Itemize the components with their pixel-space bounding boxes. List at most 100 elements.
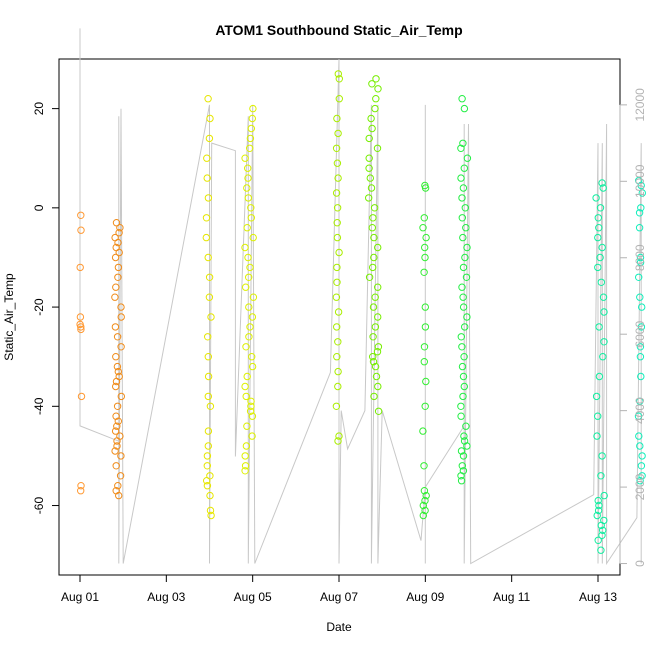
data-point (422, 491, 430, 500)
data-point (457, 472, 465, 480)
data-point (592, 392, 601, 401)
y2-tick-label: 10000 (633, 164, 647, 198)
data-point (113, 333, 122, 341)
data-point (334, 338, 342, 346)
data-point (599, 293, 608, 301)
data-point (204, 95, 212, 103)
data-point (77, 392, 86, 401)
data-point (459, 372, 468, 381)
data-point (594, 233, 602, 242)
chart-title: ATOM1 Southbound Static_Air_Temp (215, 22, 462, 38)
series-aug-13 (634, 176, 646, 485)
data-point (334, 382, 342, 391)
data-point (334, 308, 343, 316)
data-point (332, 189, 341, 197)
data-point (370, 392, 378, 401)
data-point (369, 263, 377, 272)
data-point (241, 382, 249, 391)
data-point (242, 343, 250, 351)
data-point (463, 154, 472, 162)
data-point (598, 243, 606, 252)
data-point (372, 95, 380, 103)
data-point (419, 501, 427, 510)
data-point (463, 442, 471, 450)
data-point (249, 104, 257, 113)
data-point (113, 402, 122, 410)
data-point (374, 85, 382, 93)
data-point (457, 144, 465, 153)
data-point (367, 184, 376, 192)
data-point (459, 233, 467, 242)
data-point (458, 95, 466, 103)
data-point (246, 144, 254, 153)
data-point (600, 338, 608, 346)
data-point (114, 238, 122, 247)
data-point (457, 174, 465, 182)
data-point (422, 233, 430, 242)
y2-tick-label: 4000 (633, 397, 647, 424)
data-point (244, 174, 252, 182)
data-point (204, 253, 212, 262)
data-point (594, 263, 602, 272)
data-point (335, 248, 343, 257)
data-point (249, 293, 258, 301)
y-axis: 20 0 -20 -40 -60 (32, 102, 60, 514)
data-point (600, 491, 608, 500)
data-point (374, 382, 382, 391)
data-point (205, 273, 214, 281)
data-point (600, 308, 608, 316)
data-point (365, 194, 373, 202)
data-point (203, 154, 211, 162)
data-point (420, 358, 428, 366)
data-point (333, 204, 342, 212)
data-point (596, 204, 605, 212)
y-axis-label: Static_Air_Temp (2, 273, 16, 361)
data-point (334, 70, 342, 78)
data-point (112, 382, 120, 391)
data-point (114, 273, 122, 281)
data-point (248, 353, 256, 361)
y-tick-label: 20 (32, 102, 46, 116)
series-aug-08 (419, 181, 430, 520)
x-tick-label: Aug 05 (234, 590, 272, 604)
data-point (241, 467, 249, 475)
data-point (419, 511, 427, 520)
y2-tick-label: 6000 (633, 321, 647, 348)
data-point (461, 323, 469, 331)
data-point (636, 353, 645, 361)
data-point (335, 95, 343, 103)
data-point (77, 226, 85, 234)
data-point (372, 75, 380, 83)
series-aug-06b (365, 75, 383, 415)
data-point (420, 487, 429, 495)
data-point (371, 323, 380, 331)
data-point (204, 372, 213, 381)
data-point (244, 164, 252, 172)
data-point (248, 114, 257, 123)
data-point (333, 159, 342, 167)
data-point (204, 194, 213, 202)
data-point (597, 546, 605, 554)
data-point (595, 372, 604, 381)
data-point (117, 452, 125, 460)
data-point (206, 114, 214, 123)
data-point (112, 412, 120, 420)
data-point (459, 392, 467, 401)
data-point (368, 224, 376, 232)
data-point (367, 114, 375, 123)
data-point (247, 124, 256, 133)
data-point (420, 214, 428, 222)
data-point (460, 382, 468, 391)
data-point (458, 214, 466, 222)
data-point (333, 353, 341, 361)
data-point (205, 293, 214, 301)
data-point (112, 219, 121, 227)
data-point (458, 194, 466, 202)
data-point (373, 348, 382, 356)
data-point (421, 303, 429, 311)
data-point (638, 303, 646, 311)
data-point (374, 313, 382, 321)
data-point (114, 417, 123, 425)
data-point (374, 407, 383, 415)
data-point (242, 392, 250, 401)
